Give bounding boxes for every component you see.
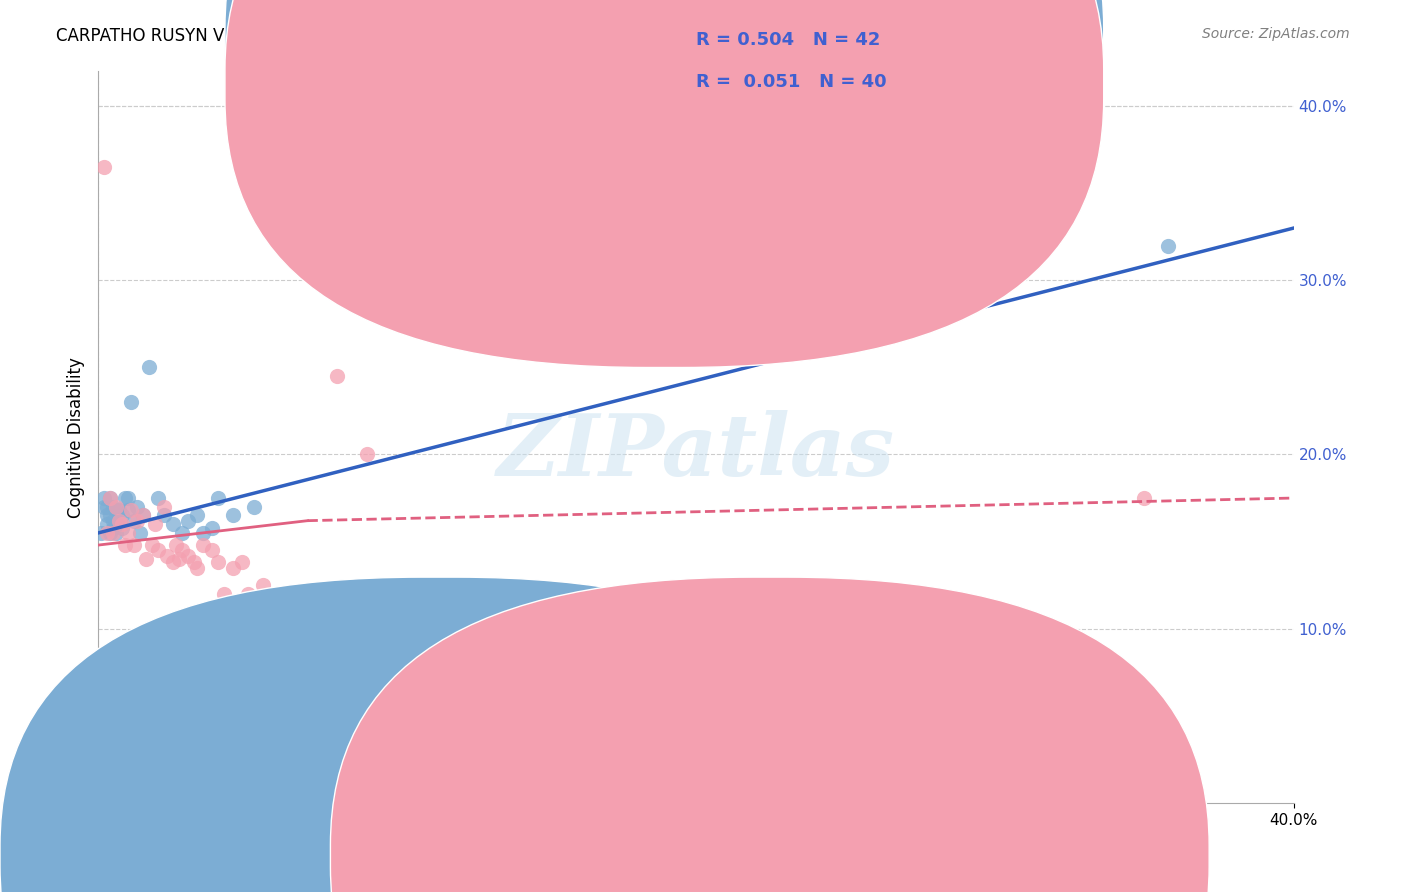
Point [96, 517, 118, 532]
Point [129, 525, 152, 540]
Point [231, 682, 253, 697]
Point [177, 549, 200, 563]
Point [153, 500, 176, 514]
Point [212, 587, 235, 601]
Point [191, 538, 214, 552]
Point [111, 508, 134, 523]
Point [114, 538, 136, 552]
Point [222, 508, 245, 523]
Point [98, 525, 122, 540]
Text: R =  0.051   N = 40: R = 0.051 N = 40 [696, 73, 887, 91]
Point [103, 500, 125, 514]
Point [96, 508, 118, 523]
Point [117, 491, 139, 505]
Point [98, 491, 122, 505]
Point [108, 514, 131, 528]
Point [201, 521, 224, 535]
Point [165, 538, 187, 552]
Point [127, 500, 149, 514]
Point [236, 587, 259, 601]
Point [124, 514, 146, 528]
Point [111, 517, 134, 532]
Point [108, 514, 131, 528]
Text: Source: ZipAtlas.com: Source: ZipAtlas.com [1202, 27, 1350, 41]
Point [105, 500, 128, 514]
Point [207, 556, 229, 570]
Point [105, 525, 128, 540]
Point [114, 491, 136, 505]
Point [162, 517, 184, 532]
Point [148, 543, 170, 558]
Point [207, 491, 229, 505]
Text: ZIPatlas: ZIPatlas [496, 410, 896, 493]
Point [117, 525, 139, 540]
Point [93, 491, 115, 505]
Point [103, 525, 125, 540]
Point [156, 549, 179, 563]
Point [93, 160, 115, 174]
Point [141, 538, 163, 552]
Y-axis label: Cognitive Disability: Cognitive Disability [66, 357, 84, 517]
Point [201, 543, 224, 558]
Point [120, 395, 142, 409]
Point [356, 448, 378, 462]
Point [111, 521, 134, 535]
Point [138, 360, 160, 375]
Point [96, 500, 118, 514]
Point [212, 639, 235, 653]
Text: Carpatho Rusyns: Carpatho Rusyns [464, 847, 605, 865]
Point [90, 525, 112, 540]
Point [172, 543, 194, 558]
Point [297, 639, 319, 653]
Point [127, 514, 149, 528]
Point [105, 503, 128, 517]
Point [103, 514, 125, 528]
Point [132, 508, 155, 523]
Point [177, 514, 200, 528]
Point [231, 556, 253, 570]
Point [135, 552, 157, 566]
Point [105, 517, 128, 532]
Point [96, 525, 118, 540]
Point [186, 560, 208, 574]
Point [252, 578, 274, 592]
Point [243, 500, 266, 514]
Point [1157, 238, 1180, 252]
Point [124, 538, 146, 552]
Point [120, 503, 142, 517]
Point [183, 556, 205, 570]
Point [143, 517, 166, 532]
Point [117, 503, 139, 517]
Point [1133, 491, 1156, 505]
Point [924, 639, 946, 653]
Point [103, 521, 125, 535]
Text: R = 0.504   N = 42: R = 0.504 N = 42 [696, 31, 880, 49]
Point [148, 491, 170, 505]
Point [93, 500, 115, 514]
Text: CARPATHO RUSYN VS IMMIGRANTS FROM ENGLAND COGNITIVE DISABILITY CORRELATION CHART: CARPATHO RUSYN VS IMMIGRANTS FROM ENGLAN… [56, 27, 866, 45]
Point [132, 508, 155, 523]
Point [267, 595, 290, 609]
Point [98, 491, 122, 505]
Point [167, 552, 190, 566]
Text: Immigrants from England: Immigrants from England [766, 847, 977, 865]
Point [222, 560, 245, 574]
Point [191, 525, 214, 540]
Point [108, 503, 131, 517]
Point [186, 508, 208, 523]
Point [326, 369, 349, 384]
Point [172, 525, 194, 540]
Point [162, 556, 184, 570]
Point [98, 508, 122, 523]
Point [153, 508, 176, 523]
